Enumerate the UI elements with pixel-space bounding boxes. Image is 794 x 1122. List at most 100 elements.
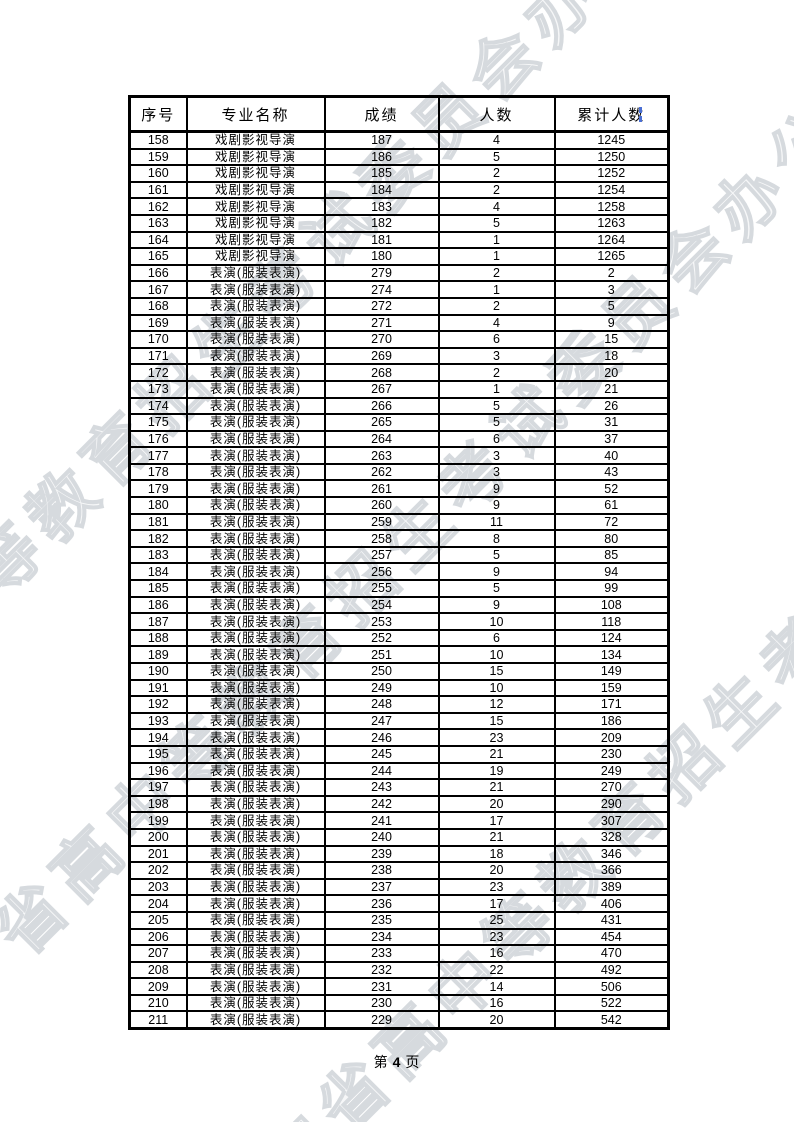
table-cell: 200: [128, 827, 188, 847]
table-cell: 162: [128, 197, 188, 216]
table-cell: 185: [128, 579, 188, 598]
table-cell: 23: [437, 728, 556, 747]
table-cell: 表演(服装表演): [185, 944, 326, 963]
table-cell: 169: [128, 313, 188, 333]
table-cell: 186: [128, 595, 188, 615]
table-cell: 21: [437, 744, 556, 764]
table-cell: 表演(服装表演): [185, 280, 326, 299]
table-row: 162 戏剧影视导演 183 4 1258: [128, 197, 670, 216]
table-cell: 454: [553, 927, 670, 947]
table-cell: 1: [437, 230, 556, 250]
table-row: 196 表演(服装表演) 244 19 249: [128, 761, 670, 781]
table-cell: 表演(服装表演): [185, 462, 326, 482]
table-cell: 80: [553, 529, 670, 548]
table-cell: 190: [128, 662, 188, 681]
table-cell: 238: [323, 861, 440, 880]
table-cell: 2: [437, 363, 556, 382]
table-cell: 表演(服装表演): [185, 579, 326, 598]
table-cell: 182: [323, 213, 440, 233]
table-cell: 274: [323, 280, 440, 299]
table-cell: 245: [323, 744, 440, 764]
table-cell: 表演(服装表演): [185, 910, 326, 930]
table-cell: 176: [128, 429, 188, 449]
table-cell: 表演(服装表演): [185, 363, 326, 382]
table-cell: 表演(服装表演): [185, 894, 326, 913]
table-row: 206 表演(服装表演) 234 23 454: [128, 927, 670, 947]
table-cell: 242: [323, 794, 440, 814]
table-row: 191 表演(服装表演) 249 10 159: [128, 678, 670, 698]
table-cell: 2: [437, 180, 556, 200]
table-row: 205 表演(服装表演) 235 25 431: [128, 910, 670, 930]
table-cell: 259: [323, 512, 440, 532]
table-cell: 248: [323, 695, 440, 714]
table-cell: 231: [323, 977, 440, 996]
score-table: 序号 专业名称 成绩 人数 累计人数 158 戏剧影视导演 187 4 1245 159 戏…: [128, 95, 670, 1031]
table-cell: 11: [437, 512, 556, 532]
table-cell: 2: [437, 164, 556, 183]
table-cell: 230: [553, 744, 670, 764]
table-cell: 1263: [553, 213, 670, 233]
table-row: 197 表演(服装表演) 243 21 270: [128, 778, 670, 797]
table-cell: 209: [128, 977, 188, 996]
table-cell: 6: [437, 330, 556, 349]
table-cell: 269: [323, 346, 440, 366]
table-header-row: 序号 专业名称 成绩 人数 累计人数: [128, 95, 670, 133]
table-cell: 表演(服装表演): [185, 695, 326, 714]
table-cell: 5: [437, 147, 556, 167]
table-cell: 1: [437, 379, 556, 399]
table-cell: 3: [437, 462, 556, 482]
column-header-serial: 序号: [128, 95, 188, 133]
table-cell: 4: [437, 130, 556, 150]
table-cell: 172: [128, 363, 188, 382]
table-row: 207 表演(服装表演) 233 16 470: [128, 944, 670, 963]
table-cell: 198: [128, 794, 188, 814]
table-cell: 175: [128, 413, 188, 432]
table-cell: 257: [323, 545, 440, 565]
table-row: 175 表演(服装表演) 265 5 31: [128, 413, 670, 432]
table-cell: 9: [437, 595, 556, 615]
table-cell: 2: [437, 263, 556, 283]
table-cell: 161: [128, 180, 188, 200]
table-cell: 表演(服装表演): [185, 379, 326, 399]
table-cell: 21: [437, 778, 556, 797]
table-row: 174 表演(服装表演) 266 5 26: [128, 396, 670, 416]
table-cell: 表演(服装表演): [185, 877, 326, 897]
table-cell: 264: [323, 429, 440, 449]
table-cell: 185: [323, 164, 440, 183]
table-cell: 表演(服装表演): [185, 794, 326, 814]
table-cell: 21: [437, 827, 556, 847]
table-cell: 159: [553, 678, 670, 698]
table-row: 201 表演(服装表演) 239 18 346: [128, 844, 670, 864]
footer-prefix: 第: [373, 1054, 389, 1070]
table-cell: 235: [323, 910, 440, 930]
table-cell: 20: [437, 794, 556, 814]
table-row: 178 表演(服装表演) 262 3 43: [128, 462, 670, 482]
table-cell: 244: [323, 761, 440, 781]
table-cell: 1: [437, 280, 556, 299]
table-cell: 250: [323, 662, 440, 681]
table-cell: 118: [553, 612, 670, 631]
table-cell: 243: [323, 778, 440, 797]
table-cell: 233: [323, 944, 440, 963]
table-cell: 328: [553, 827, 670, 847]
table-cell: 262: [323, 462, 440, 482]
table-cell: 表演(服装表演): [185, 346, 326, 366]
table-row: 183 表演(服装表演) 257 5 85: [128, 545, 670, 565]
table-cell: 166: [128, 263, 188, 283]
table-row: 187 表演(服装表演) 253 10 118: [128, 612, 670, 631]
table-cell: 279: [323, 263, 440, 283]
table-cell: 171: [553, 695, 670, 714]
table-cell: 205: [128, 910, 188, 930]
table-cell: 31: [553, 413, 670, 432]
table-cell: 26: [553, 396, 670, 416]
table-row: 167 表演(服装表演) 274 1 3: [128, 280, 670, 299]
table-cell: 192: [128, 695, 188, 714]
table-cell: 246: [323, 728, 440, 747]
table-cell: 10: [437, 612, 556, 631]
table-cell: 15: [437, 662, 556, 681]
table-cell: 249: [553, 761, 670, 781]
table-cell: 270: [323, 330, 440, 349]
table-cell: 表演(服装表演): [185, 977, 326, 996]
column-header-count: 人数: [437, 95, 556, 133]
table-cell: 272: [323, 296, 440, 316]
